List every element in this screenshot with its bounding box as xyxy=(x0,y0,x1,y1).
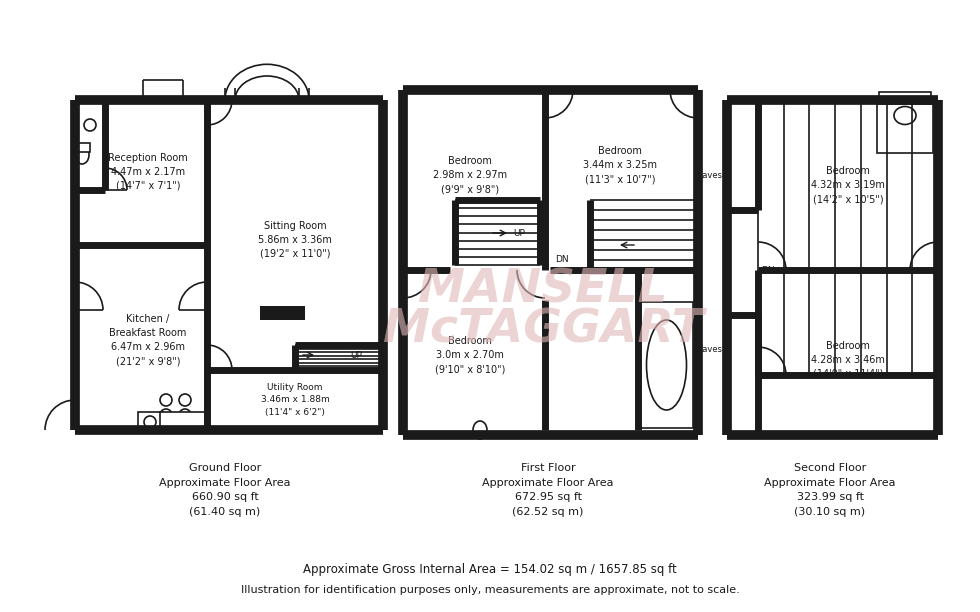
Ellipse shape xyxy=(75,146,89,164)
Text: Bedroom
4.28m x 3.46m
(14'0" x 11'4"): Bedroom 4.28m x 3.46m (14'0" x 11'4") xyxy=(811,341,885,379)
Circle shape xyxy=(84,119,96,131)
Text: Bedroom
4.32m x 3.19m
(14'2" x 10'5"): Bedroom 4.32m x 3.19m (14'2" x 10'5") xyxy=(811,166,885,204)
Text: Kitchen /
Breakfast Room
6.47m x 2.96m
(21'2" x 9'8"): Kitchen / Breakfast Room 6.47m x 2.96m (… xyxy=(110,314,186,366)
Ellipse shape xyxy=(894,106,916,124)
Bar xyxy=(640,302,693,428)
Bar xyxy=(877,102,933,153)
Text: Eaves: Eaves xyxy=(697,171,722,179)
Circle shape xyxy=(179,409,191,421)
Ellipse shape xyxy=(647,320,687,410)
Text: UP: UP xyxy=(350,351,362,359)
Text: First Floor
Approximate Floor Area
672.95 sq ft
(62.52 sq m): First Floor Approximate Floor Area 672.9… xyxy=(482,463,613,517)
Text: DN: DN xyxy=(555,255,568,264)
Text: Bedroom
3.44m x 3.25m
(11'3" x 10'7"): Bedroom 3.44m x 3.25m (11'3" x 10'7") xyxy=(583,146,657,184)
Bar xyxy=(74,143,90,152)
Bar xyxy=(260,306,305,320)
Circle shape xyxy=(160,409,172,421)
Text: Approximate Gross Internal Area = 154.02 sq m / 1657.85 sq ft: Approximate Gross Internal Area = 154.02… xyxy=(303,564,677,577)
Bar xyxy=(160,412,205,430)
Bar xyxy=(879,92,931,104)
Text: DN: DN xyxy=(761,266,774,275)
Text: Second Floor
Approximate Floor Area
323.99 sq ft
(30.10 sq m): Second Floor Approximate Floor Area 323.… xyxy=(764,463,896,517)
Text: Eaves: Eaves xyxy=(697,346,722,354)
Text: Reception Room
4.47m x 2.17m
(14'7" x 7'1"): Reception Room 4.47m x 2.17m (14'7" x 7'… xyxy=(108,153,188,191)
Text: McTAGGART: McTAGGART xyxy=(382,307,704,353)
Text: MANSELL: MANSELL xyxy=(418,267,667,313)
Circle shape xyxy=(144,416,156,428)
Text: UP: UP xyxy=(513,228,525,237)
Text: Utility Room
3.46m x 1.88m
(11'4" x 6'2"): Utility Room 3.46m x 1.88m (11'4" x 6'2"… xyxy=(261,383,329,417)
Bar xyxy=(138,412,163,430)
Circle shape xyxy=(179,394,191,406)
Text: Ground Floor
Approximate Floor Area
660.90 sq ft
(61.40 sq m): Ground Floor Approximate Floor Area 660.… xyxy=(160,463,291,517)
Text: Bedroom
2.98m x 2.97m
(9'9" x 9'8"): Bedroom 2.98m x 2.97m (9'9" x 9'8") xyxy=(433,156,507,194)
Ellipse shape xyxy=(473,421,487,439)
Text: Illustration for identification purposes only, measurements are approximate, not: Illustration for identification purposes… xyxy=(241,585,739,595)
Text: Sitting Room
5.86m x 3.36m
(19'2" x 11'0"): Sitting Room 5.86m x 3.36m (19'2" x 11'0… xyxy=(258,221,332,259)
Circle shape xyxy=(160,394,172,406)
Text: Bedroom
3.0m x 2.70m
(9'10" x 8'10"): Bedroom 3.0m x 2.70m (9'10" x 8'10") xyxy=(435,336,505,374)
